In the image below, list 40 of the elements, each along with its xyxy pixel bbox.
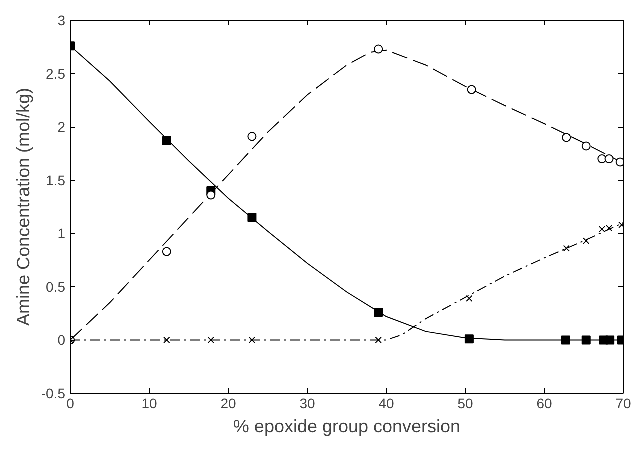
point [375,336,382,344]
x-tick-label: 40 [378,396,394,412]
x-tick-label: 70 [616,396,632,412]
point [467,85,476,94]
y-tick-label: -0.5 [41,386,66,402]
x-tick-label: 60 [536,396,552,412]
y-tick-label: 1.5 [46,172,66,188]
point [561,336,570,345]
y-axis-title: Amine Concentration (mol/kg) [13,88,34,326]
y-tick-label: 0.5 [46,278,66,295]
point [606,336,615,345]
point [616,158,624,167]
point [248,213,257,222]
point [563,245,570,252]
point [248,336,256,344]
y-tick-label: 2 [58,119,66,136]
x-tick-label: 10 [142,396,158,412]
point [374,44,384,54]
x-tick-label: 30 [300,396,316,412]
x-tick-label: 20 [220,396,236,412]
point [583,238,590,244]
y-tick-label: 3 [58,12,66,28]
point [582,142,591,151]
point [164,336,170,344]
y-tick-label: 1 [58,226,66,242]
x-axis-title: % epoxide group conversion [233,416,461,436]
y-tick-label: 0 [58,332,66,348]
point [208,336,214,344]
point [206,190,216,200]
point [374,308,384,318]
point [562,133,572,142]
point [464,334,474,344]
point [162,247,172,256]
point [248,132,257,142]
x-tick-label: 50 [458,396,474,412]
y-tick-label: 2.5 [46,66,66,82]
point [582,336,591,345]
point [604,154,614,164]
point [162,136,172,146]
point [466,295,473,302]
